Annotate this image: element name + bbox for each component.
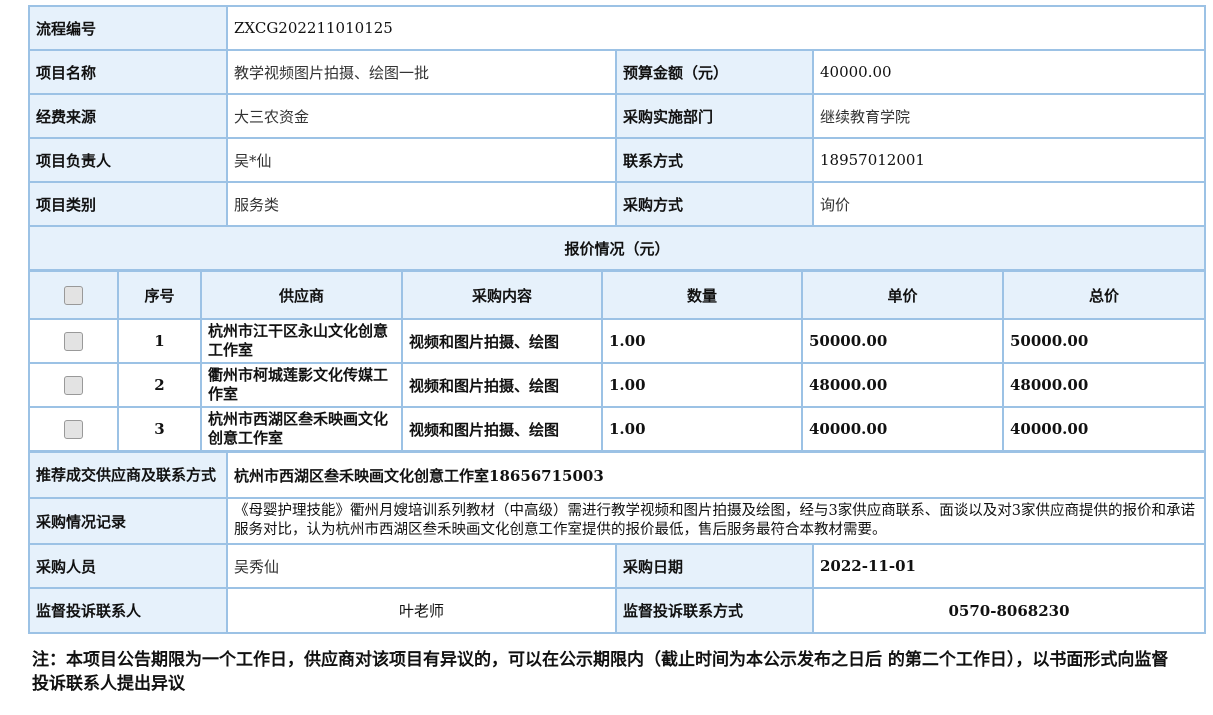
category: 服务类 [226,181,617,227]
total: 48000.00 [1002,362,1206,408]
project-name: 教学视频图片拍摄、绘图一批 [226,49,617,95]
method-label: 采购方式 [615,181,814,227]
quote-section-title: 报价情况（元） [28,225,1206,271]
price: 50000.00 [801,318,1004,364]
date: 2022-11-01 [812,543,1206,589]
owner-label: 项目负责人 [28,137,228,183]
table-row: 1 杭州市江干区永山文化创意工作室 视频和图片拍摄、绘图 1.00 50000.… [28,318,1206,364]
col-content: 采购内容 [401,270,603,320]
quote-table: 序号 供应商 采购内容 数量 单价 总价 1 杭州市江干区永山文化创意工作室 视… [28,270,1206,452]
supervisor: 叶老师 [226,587,617,634]
recommend: 杭州市西湖区叁禾映画文化创意工作室18656715003 [226,451,1206,499]
category-label: 项目类别 [28,181,228,227]
content: 视频和图片拍摄、绘图 [401,362,603,408]
total: 40000.00 [1002,406,1206,452]
supervisor-label: 监督投诉联系人 [28,587,228,634]
col-supplier: 供应商 [200,270,403,320]
select-all-cell[interactable] [28,270,119,320]
qty: 1.00 [601,318,803,364]
dept: 继续教育学院 [812,93,1206,139]
table-row: 2 衢州市柯城莲影文化传媒工作室 视频和图片拍摄、绘图 1.00 48000.0… [28,362,1206,408]
supplier: 衢州市柯城莲影文化传媒工作室 [200,362,403,408]
seq: 2 [117,362,202,408]
recommend-label: 推荐成交供应商及联系方式 [28,451,228,499]
buyer: 吴秀仙 [226,543,617,589]
price: 48000.00 [801,362,1004,408]
result-table: 推荐成交供应商及联系方式 杭州市西湖区叁禾映画文化创意工作室18656715003… [28,451,1206,634]
row-checkbox[interactable] [64,419,83,439]
fund-source: 大三农资金 [226,93,617,139]
dept-label: 采购实施部门 [615,93,814,139]
project-name-label: 项目名称 [28,49,228,95]
fund-source-label: 经费来源 [28,93,228,139]
supervisor-contact-label: 监督投诉联系方式 [615,587,814,634]
contact-label: 联系方式 [615,137,814,183]
record-label: 采购情况记录 [28,497,228,545]
col-seq: 序号 [117,270,202,320]
budget-label: 预算金额（元） [615,49,814,95]
col-price: 单价 [801,270,1004,320]
price: 40000.00 [801,406,1004,452]
qty: 1.00 [601,362,803,408]
project-info-table: 流程编号 ZXCG202211010125 项目名称 教学视频图片拍摄、绘图一批 预算… [28,5,1206,271]
supervisor-contact: 0570-8068230 [812,587,1206,634]
col-total: 总价 [1002,270,1206,320]
record: 《母婴护理技能》衢州月嫂培训系列教材（中高级）需进行教学视频和图片拍摄及绘图，经… [226,497,1206,545]
select-all-checkbox[interactable] [64,285,83,305]
row-checkbox[interactable] [64,331,83,351]
method: 询价 [812,181,1206,227]
qty: 1.00 [601,406,803,452]
budget: 40000.00 [812,49,1206,95]
supplier: 杭州市西湖区叁禾映画文化创意工作室 [200,406,403,452]
buyer-label: 采购人员 [28,543,228,589]
col-qty: 数量 [601,270,803,320]
seq: 1 [117,318,202,364]
supplier: 杭州市江干区永山文化创意工作室 [200,318,403,364]
row-checkbox[interactable] [64,375,83,395]
contact: 18957012001 [812,137,1206,183]
total: 50000.00 [1002,318,1206,364]
process-no: ZXCG202211010125 [226,5,1206,51]
process-no-label: 流程编号 [28,5,228,51]
content: 视频和图片拍摄、绘图 [401,406,603,452]
seq: 3 [117,406,202,452]
owner: 吴*仙 [226,137,617,183]
table-row: 3 杭州市西湖区叁禾映画文化创意工作室 视频和图片拍摄、绘图 1.00 4000… [28,406,1206,452]
content: 视频和图片拍摄、绘图 [401,318,603,364]
date-label: 采购日期 [615,543,814,589]
notice-text: 注：本项目公告期限为一个工作日，供应商对该项目有异议的，可以在公示期限内（截止时… [32,650,1169,694]
